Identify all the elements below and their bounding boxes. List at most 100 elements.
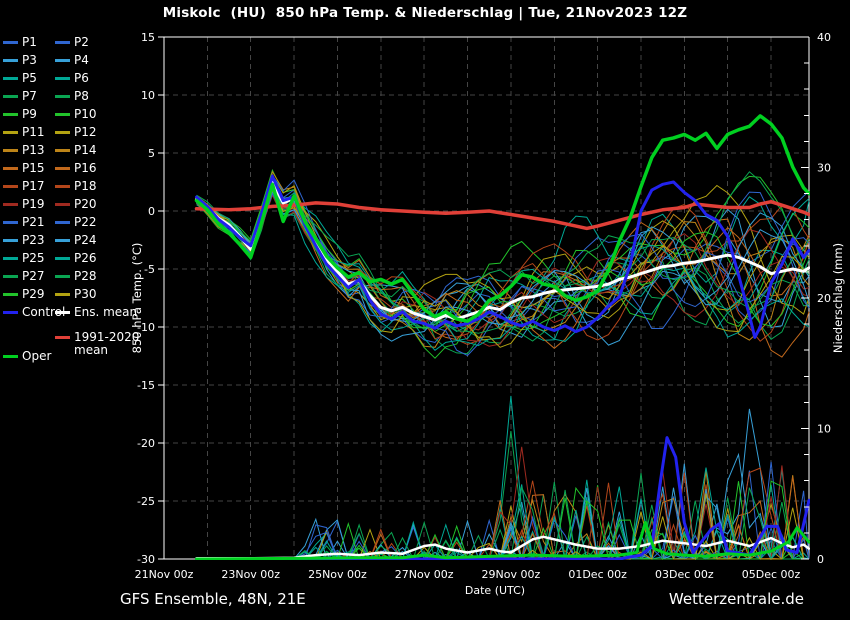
y-right-tick-label: 30 xyxy=(817,162,831,175)
y-right-tick-label: 0 xyxy=(817,553,824,566)
y-left-tick-label: -30 xyxy=(137,553,155,566)
x-tick-label: 03Dec 00z xyxy=(655,568,714,581)
legend-item-p21: P21 xyxy=(3,216,45,229)
legend-item-p26-label: P26 xyxy=(74,251,97,265)
legend-item-control: Control xyxy=(3,306,65,319)
y-left-tick-label: -20 xyxy=(137,437,155,450)
legend-item-p13-swatch xyxy=(3,149,18,152)
legend-item-control-label: Control xyxy=(22,305,66,319)
member-temp-line-p20 xyxy=(196,194,810,347)
legend-item-ens-mean-label: Ens. mean xyxy=(74,305,138,319)
y-left-tick-label: 5 xyxy=(148,147,155,160)
legend-item-p18: P18 xyxy=(55,180,97,193)
legend-item-p26: P26 xyxy=(55,252,97,265)
legend-item-p23-swatch xyxy=(3,239,18,242)
legend-item-p16-label: P16 xyxy=(74,161,97,175)
legend-item-p5-swatch xyxy=(3,77,18,80)
legend-item-p12: P12 xyxy=(55,126,97,139)
legend-item-p18-swatch xyxy=(55,185,70,188)
legend-item-p2: P2 xyxy=(55,36,89,49)
legend-item-p29: P29 xyxy=(3,288,45,301)
legend-item-clim-mean-label: 1991-2020 mean xyxy=(74,330,140,357)
legend-item-p25-swatch xyxy=(3,257,18,260)
chart-title: Miskolc (HU) 850 hPa Temp. & Niederschla… xyxy=(162,5,688,21)
legend-item-p24: P24 xyxy=(55,234,97,247)
legend-item-p17-label: P17 xyxy=(22,179,45,193)
x-tick-label: 05Dec 00z xyxy=(742,568,801,581)
legend-item-p24-label: P24 xyxy=(74,233,97,247)
x-tick-label: 23Nov 00z xyxy=(221,568,280,581)
legend-item-p30-label: P30 xyxy=(74,287,97,301)
y-left-tick-label: -10 xyxy=(137,321,155,334)
legend-item-p15-swatch xyxy=(3,167,18,170)
legend-item-p14-label: P14 xyxy=(74,143,97,157)
legend-item-clim-mean: 1991-2020 mean xyxy=(55,331,139,357)
legend-item-p28-label: P28 xyxy=(74,269,97,283)
y-left-tick-label: 0 xyxy=(148,205,155,218)
x-tick-label: 25Nov 00z xyxy=(308,568,367,581)
legend-item-p28: P28 xyxy=(55,270,97,283)
legend-item-p9-label: P9 xyxy=(22,107,37,121)
legend-item-p24-swatch xyxy=(55,239,70,242)
series-oper-temp xyxy=(194,114,810,323)
x-tick-label: 21Nov 00z xyxy=(135,568,194,581)
legend-item-p17: P17 xyxy=(3,180,45,193)
legend-item-p27-swatch xyxy=(3,275,18,278)
y-right-tick-label: 10 xyxy=(817,423,831,436)
legend-item-p8: P8 xyxy=(55,90,89,103)
legend-item-p25: P25 xyxy=(3,252,45,265)
legend-item-p16-swatch xyxy=(55,167,70,170)
y-left-tick-label: -25 xyxy=(137,495,155,508)
legend-item-p21-label: P21 xyxy=(22,215,45,229)
legend-item-p11-swatch xyxy=(3,131,18,134)
series-control-precip xyxy=(195,436,810,560)
legend-item-p2-swatch xyxy=(55,41,70,44)
series-oper-precip xyxy=(195,521,810,560)
x-axis-title: Date (UTC) xyxy=(464,584,526,597)
legend-item-p23: P23 xyxy=(3,234,45,247)
legend-item-p30: P30 xyxy=(55,288,97,301)
axis-ticks xyxy=(158,36,809,560)
legend-item-p7: P7 xyxy=(3,90,37,103)
legend-item-p8-label: P8 xyxy=(74,89,89,103)
legend-item-ens-mean-swatch xyxy=(55,311,70,314)
y-left-tick-label: 10 xyxy=(141,89,155,102)
legend-item-p4: P4 xyxy=(55,54,89,67)
legend-item-oper: Oper xyxy=(3,350,51,363)
legend-item-p12-swatch xyxy=(55,131,70,134)
legend-item-p27: P27 xyxy=(3,270,45,283)
x-tick-label: 29Nov 00z xyxy=(482,568,541,581)
y-left-tick-label: 15 xyxy=(141,31,155,44)
legend-item-p20-label: P20 xyxy=(74,197,97,211)
legend-item-p22-label: P22 xyxy=(74,215,97,229)
legend-item-p13: P13 xyxy=(3,144,45,157)
member-precip-line-p8 xyxy=(196,431,809,560)
legend-item-p5: P5 xyxy=(3,72,37,85)
legend-item-p11: P11 xyxy=(3,126,45,139)
series-ens-mean-precip xyxy=(195,535,810,560)
legend-item-p17-swatch xyxy=(3,185,18,188)
legend-item-p22-swatch xyxy=(55,221,70,224)
legend-item-p20: P20 xyxy=(55,198,97,211)
legend-item-p6-swatch xyxy=(55,77,70,80)
y-right-tick-label: 20 xyxy=(817,292,831,305)
legend-item-p23-label: P23 xyxy=(22,233,45,247)
legend-item-p2-label: P2 xyxy=(74,35,89,49)
legend-item-p1: P1 xyxy=(3,36,37,49)
legend-item-p21-swatch xyxy=(3,221,18,224)
legend-item-ens-mean: Ens. mean xyxy=(55,306,137,319)
y-left-tick-label: -15 xyxy=(137,379,155,392)
legend-item-oper-swatch xyxy=(3,355,18,358)
model-info-text: GFS Ensemble, 48N, 21E xyxy=(120,590,306,608)
axis-tick-labels: 15 10 5 0 -5 -10 -15 -20 -25 -30 40 30 20 10 0 21Nov 00… xyxy=(135,31,831,581)
legend-item-p14-swatch xyxy=(55,149,70,152)
legend-item-p4-label: P4 xyxy=(74,53,89,67)
legend-item-p10-swatch xyxy=(55,113,70,116)
legend-item-p10-label: P10 xyxy=(74,107,97,121)
legend-item-p30-swatch xyxy=(55,293,70,296)
legend-item-p1-label: P1 xyxy=(22,35,37,49)
legend-item-p10: P10 xyxy=(55,108,97,121)
member-temp-line-p30 xyxy=(196,188,810,348)
y-left-axis-title: 850 hPa Temp. (°C) xyxy=(130,243,144,354)
legend-item-p6-label: P6 xyxy=(74,71,89,85)
